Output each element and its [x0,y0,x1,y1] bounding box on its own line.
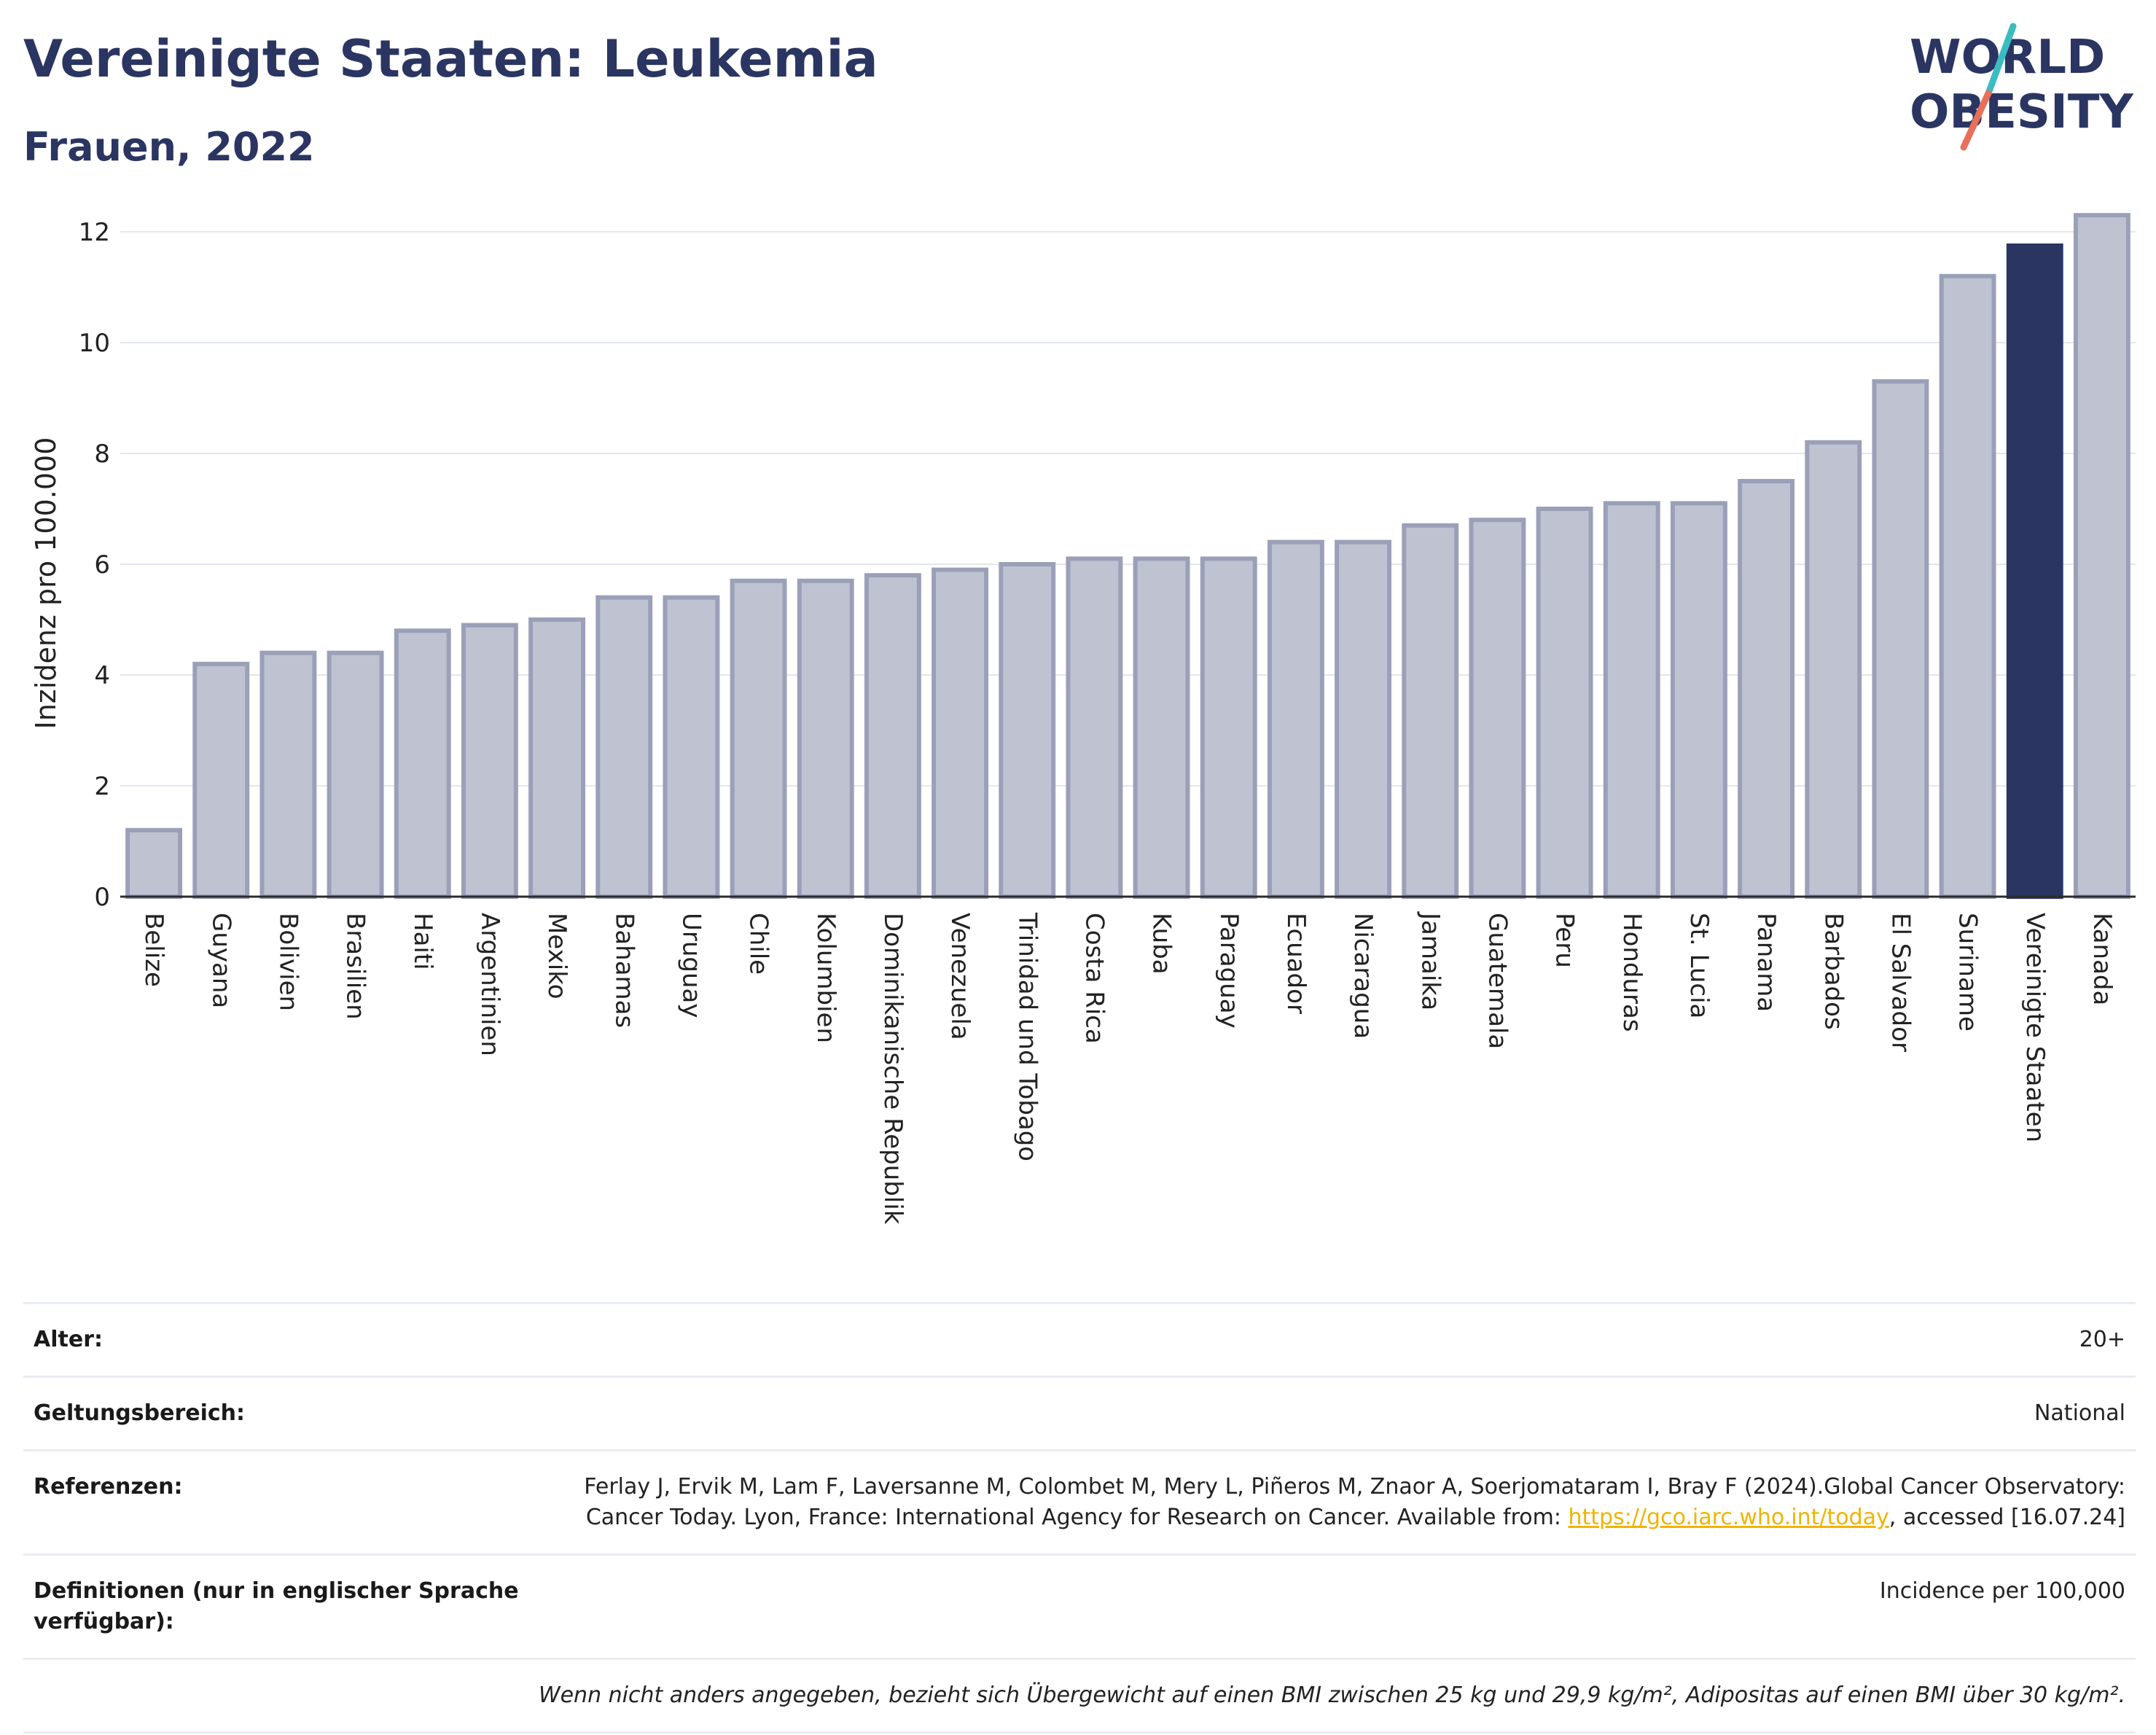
bar [461,623,518,899]
bar [999,562,1056,899]
bar [730,578,787,899]
bar [1066,556,1123,900]
x-tick-label: Vereinigte Staaten [2020,913,2050,1142]
x-tick-label: Suriname [1953,913,1983,1032]
x-tick-label: Costa Rica [1079,913,1109,1044]
x-tick-label: Mexiko [542,913,571,999]
bar [528,617,586,899]
x-tick-label: Bahamas [609,913,638,1028]
footer-row-scope: Geltungsbereich: National [23,1376,2136,1449]
x-tick-label: Belize [139,913,168,987]
chart-grid [120,231,2136,787]
bar [327,650,384,899]
bar [864,573,921,899]
x-tick-label: Dominikanische Republik [878,913,907,1225]
x-tick-label: St. Lucia [1684,913,1714,1018]
x-tick-label: Trinidad und Tobago [1012,912,1042,1161]
bar [1603,501,1660,899]
logo-slash-coral [1960,90,1992,151]
x-tick-label: Kolumbien [811,913,840,1043]
footer-row-definitions: Definitionen (nur in englischer Sprache … [23,1553,2136,1658]
x-tick-label: Chile [744,913,773,975]
chart-bars [125,213,2130,900]
y-axis-label: Inzidenz pro 100.000 [30,437,62,730]
references-value: Ferlay J, Ervik M, Lam F, Laversanne M, … [544,1472,2125,1533]
y-tick-label: 8 [94,440,110,469]
bar-chart: 0 2 4 6 8 10 12 Belize Guyana Bolivien Brasilien H… [30,213,2136,1225]
age-value: 20+ [2079,1327,2125,1352]
footer-row-references: Referenzen: Ferlay J, Ervik M, Lam F, La… [23,1449,2136,1553]
scope-value: National [2034,1400,2125,1426]
bar [1536,507,1593,899]
age-label: Alter: [34,1327,103,1352]
y-tick-label: 12 [79,218,110,247]
bar [125,827,183,900]
y-tick-label: 4 [94,661,110,690]
bar [1200,556,1257,900]
footer-row-note: Wenn nicht anders angegeben, bezieht sic… [23,1658,2136,1734]
bar [1469,518,1526,899]
x-tick-label: Honduras [1617,913,1647,1032]
bar [1738,479,1795,899]
x-tick-label: Peru [1550,913,1579,968]
page-title: Vereinigte Staaten: Leukemia [23,29,878,89]
bar [663,595,720,899]
bar [2006,243,2063,899]
page-subtitle: Frauen, 2022 [23,124,315,170]
bar [1670,501,1727,899]
bar [797,578,854,899]
x-tick-label: Bolivien [273,913,302,1011]
bar [192,661,250,899]
bar [1133,556,1190,900]
definitions-label: Definitionen (nur in englischer Sprache … [34,1578,519,1634]
x-tick-label: Uruguay [676,913,706,1018]
x-tick-label: Haiti [408,913,437,970]
y-tick-label: 10 [79,329,110,358]
x-tick-label: Venezuela [945,913,975,1040]
references-link[interactable]: https://gco.iarc.who.int/today [1568,1505,1889,1530]
y-tick-label: 0 [94,883,110,912]
x-tick-label: Guatemala [1483,913,1512,1049]
x-tick-label: Brasilien [341,913,370,1020]
bar [1805,440,1862,899]
bar [1335,539,1392,899]
y-tick-label: 2 [94,772,110,801]
y-axis-ticks: 0 2 4 6 8 10 12 [79,218,110,912]
references-accessed: , accessed [16.07.24] [1889,1505,2125,1530]
footnote: Wenn nicht anders angegeben, bezieht sic… [538,1683,2125,1708]
x-tick-label: Kanada [2087,913,2117,1005]
y-tick-label: 6 [94,550,110,580]
bar [1872,379,1929,899]
x-tick-label: Panama [1751,913,1781,1012]
logo-text-obesity: OBESITY [1910,85,2133,139]
bar [259,650,317,899]
chart-footer: Alter: 20+ Geltungsbereich: National Ref… [23,1302,2136,1734]
x-tick-label: Jamaika [1415,911,1445,1010]
x-tick-label: Guyana [206,913,235,1008]
definitions-value: Incidence per 100,000 [1879,1578,2125,1604]
bar [1267,539,1324,899]
bar [394,628,451,899]
x-tick-label: Ecuador [1281,913,1311,1014]
bar [595,595,653,899]
world-obesity-logo: WORLD OBESITY [1910,23,2133,151]
scope-label: Geltungsbereich: [34,1400,246,1426]
x-tick-label: El Salvador [1886,913,1915,1052]
bar [931,567,989,899]
bar [1939,273,1996,899]
x-tick-label: Argentinien [475,913,504,1056]
x-tick-label: Nicaragua [1348,913,1378,1039]
x-tick-label: Paraguay [1214,913,1243,1029]
bar [1402,523,1459,899]
x-tick-label: Barbados [1819,913,1848,1030]
references-label: Referenzen: [34,1474,183,1500]
footer-row-age: Alter: 20+ [23,1302,2136,1376]
bar [2073,213,2130,899]
x-axis-ticks: Belize Guyana Bolivien Brasilien Haiti Argent… [139,911,2117,1225]
logo-slash-teal [1985,23,2017,97]
references-text: Ferlay J, Ervik M, Lam F, Laversanne M, … [584,1474,2125,1530]
x-tick-label: Kuba [1147,913,1176,975]
